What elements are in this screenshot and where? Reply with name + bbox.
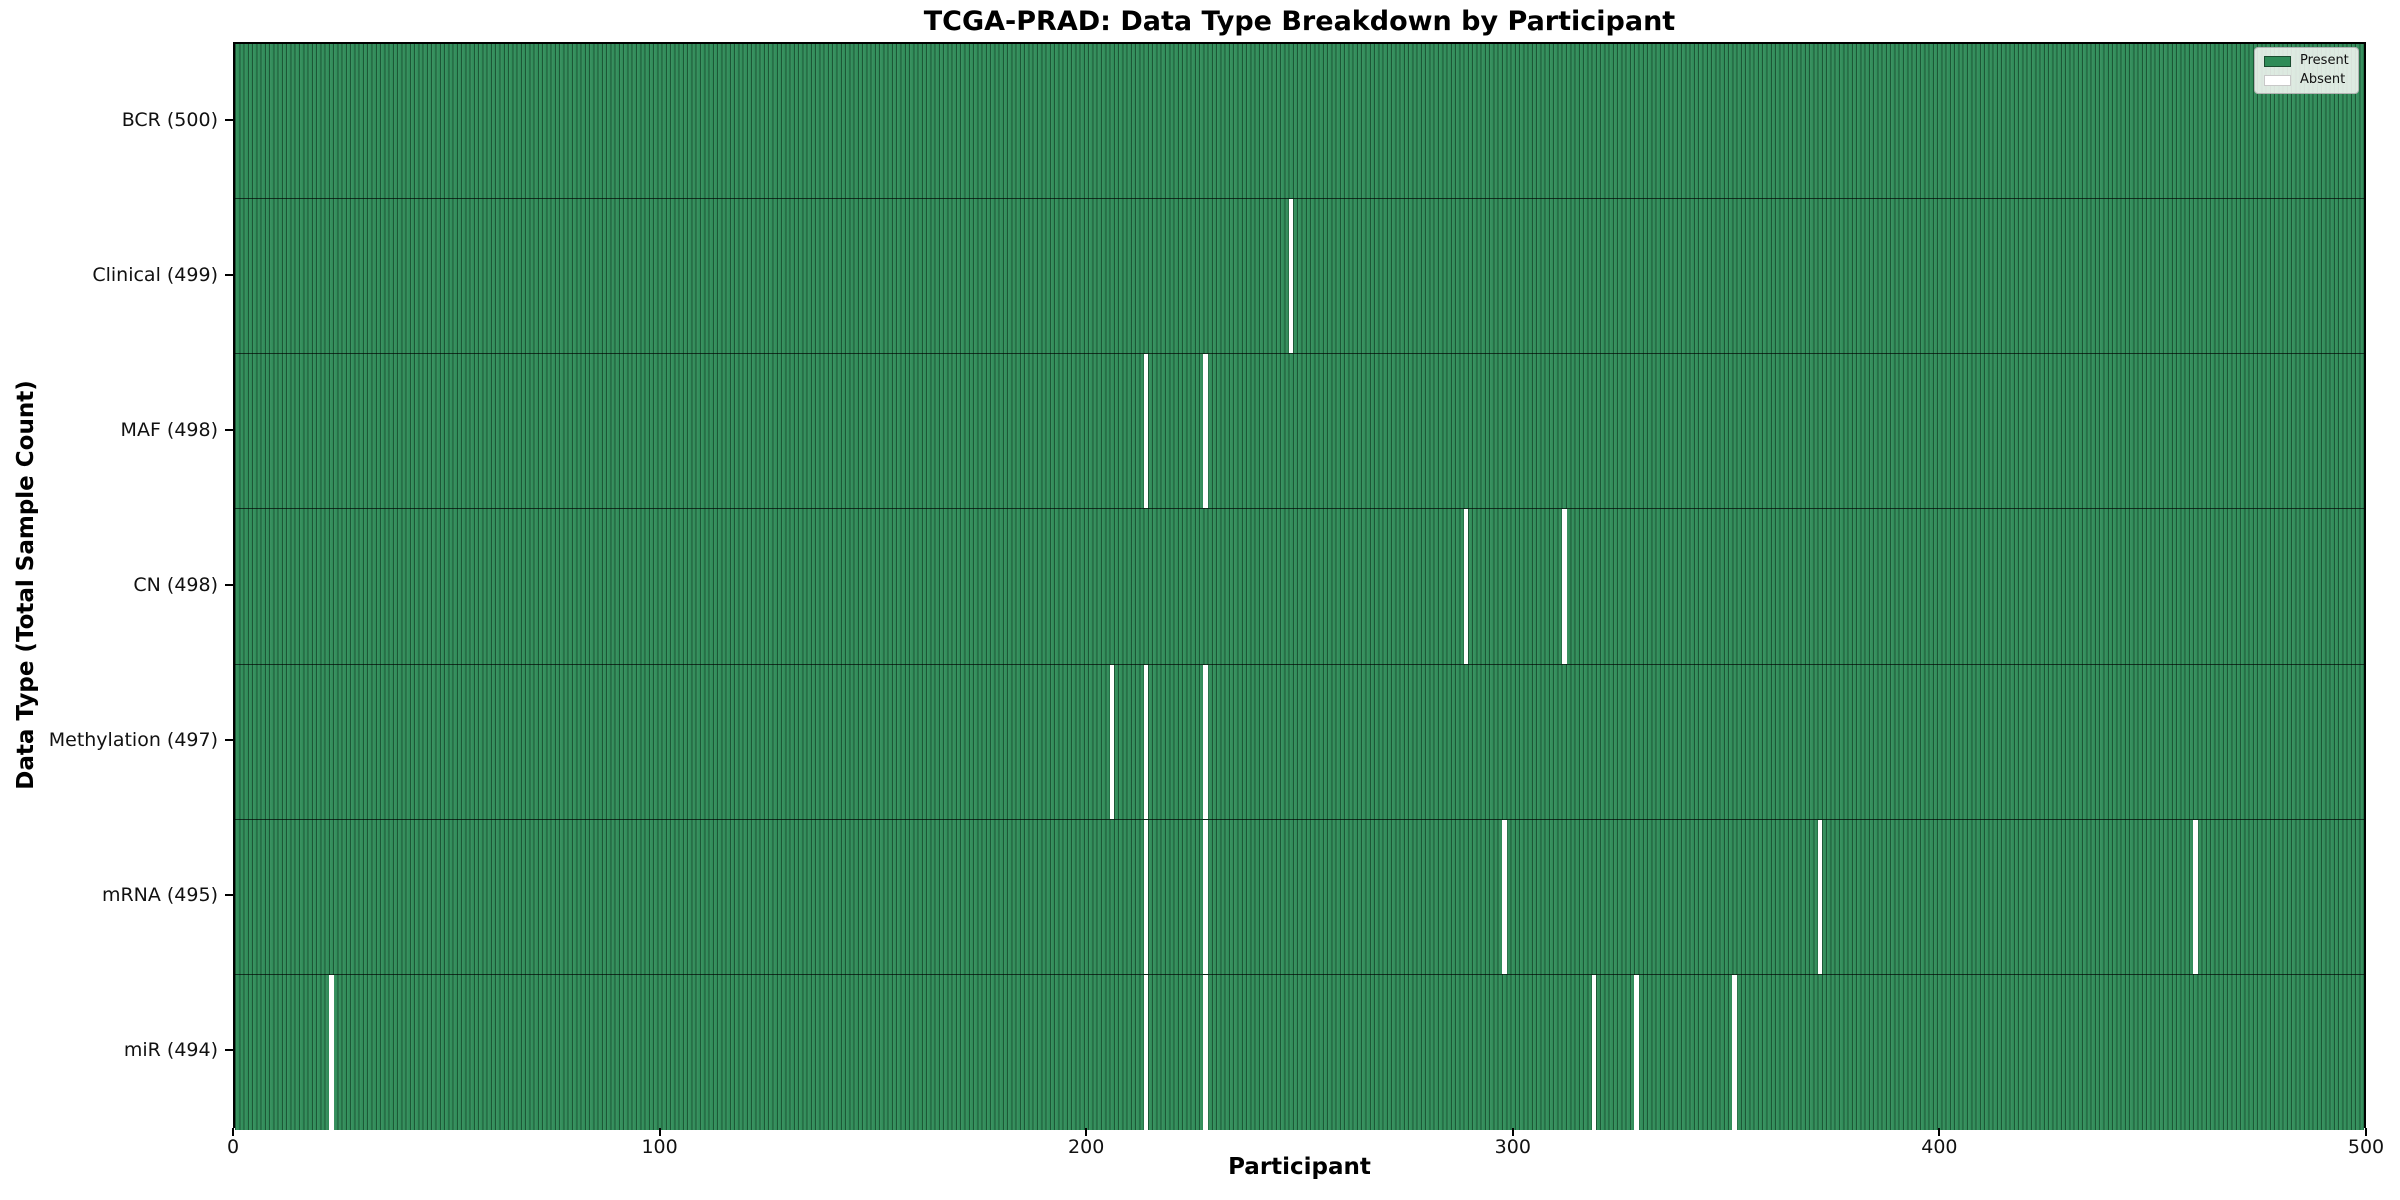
x-tick-label-200: 200 [1068,1136,1105,1158]
y-tick-label-cn: CN (498) [133,574,218,596]
absent-marker-cn-288 [1463,509,1469,664]
absent-marker-mir-318 [1591,974,1597,1130]
x-axis-label: Participant [1228,1154,1371,1180]
x-tick-label-100: 100 [641,1136,678,1158]
legend-label-absent: Absent [2300,72,2346,87]
x-tick-label-500: 500 [2347,1136,2385,1158]
x-tick-label-400: 400 [1921,1136,1958,1158]
absent-marker-methylation-227 [1203,664,1209,819]
absent-marker-mrna-297 [1502,819,1507,974]
absent-marker-mir-328 [1634,974,1640,1130]
absent-marker-mrna-213 [1143,819,1149,974]
y-tick-label-methylation: Methylation (497) [48,729,218,752]
y-tick-label-bcr: BCR (500) [121,108,218,131]
heatmap-row-maf [235,354,2364,510]
x-tick-mark [1938,1128,1941,1136]
y-tick-mark [225,428,233,431]
heatmap-row-mrna [235,819,2364,975]
plot-area [233,42,2366,1130]
legend-entry-present: Present [2264,54,2349,68]
absent-marker-methylation-205 [1109,664,1115,819]
y-tick-mark [225,584,233,586]
y-tick-mark [225,118,233,121]
absent-marker-methylation-213 [1143,664,1149,819]
absent-marker-mrna-371 [1817,819,1823,974]
x-tick-label-0: 0 [226,1136,240,1158]
y-tick-mark [225,273,233,276]
x-tick-mark [1511,1128,1514,1136]
chart-title: TCGA-PRAD: Data Type Breakdown by Partic… [923,6,1676,37]
legend-label-present: Present [2300,53,2349,68]
heatmap-row-mir [235,974,2364,1130]
heatmap-row-methylation [235,664,2364,820]
heatmap-row-clinical [235,199,2364,355]
y-tick-label-mir: miR (494) [123,1039,218,1062]
legend-entry-absent: Absent [2264,73,2349,87]
legend: Present Absent [2254,47,2359,94]
absent-marker-mir-22 [328,974,334,1130]
absent-marker-mrna-227 [1203,819,1209,974]
y-tick-label-maf: MAF (498) [120,418,218,441]
absent-marker-maf-213 [1143,354,1149,509]
y-tick-mark [225,739,233,742]
absent-marker-mir-213 [1143,974,1149,1130]
y-tick-mark [225,1049,233,1052]
x-tick-mark [658,1128,661,1136]
absent-marker-mir-351 [1732,974,1738,1130]
absent-marker-maf-227 [1203,354,1209,509]
x-tick-mark [2365,1128,2367,1136]
y-tick-label-mrna: mRNA (495) [101,884,218,907]
x-tick-mark [1085,1128,1088,1136]
y-tick-mark [225,894,233,897]
absent-marker-cn-311 [1561,509,1567,664]
heatmap-row-bcr [235,44,2364,200]
x-tick-mark [232,1128,234,1136]
heatmap-row-cn [235,509,2364,665]
legend-swatch-absent [2264,74,2291,86]
y-tick-label-clinical: Clinical (499) [92,263,218,286]
legend-swatch-present [2264,55,2291,67]
absent-marker-mrna-459 [2193,819,2198,974]
absent-marker-clinical-247 [1288,199,1294,354]
x-tick-label-300: 300 [1494,1136,1531,1158]
absent-marker-mir-227 [1203,974,1209,1130]
